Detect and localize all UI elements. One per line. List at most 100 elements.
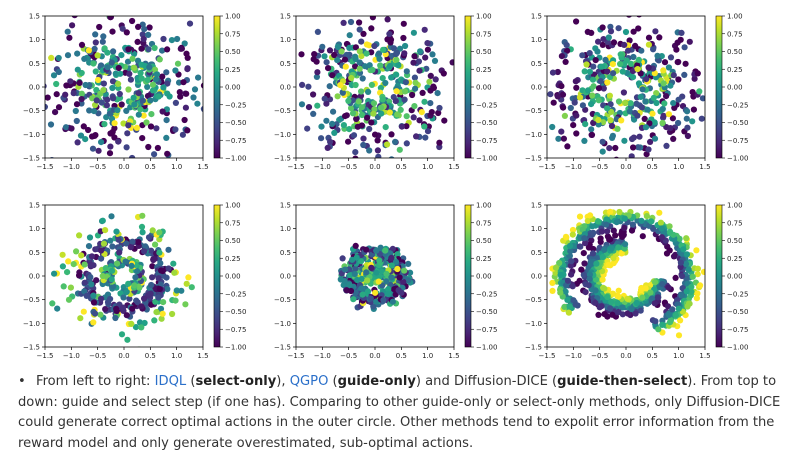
data-point (595, 311, 602, 318)
data-point (607, 305, 614, 312)
y-tick-label: −1.5 (525, 155, 542, 163)
data-point (72, 107, 79, 115)
data-point (318, 135, 325, 142)
data-point (630, 28, 637, 35)
data-point (113, 305, 120, 312)
data-point (153, 75, 160, 83)
data-point (100, 33, 107, 40)
data-point (181, 40, 188, 47)
data-point (85, 243, 93, 250)
data-point (140, 35, 147, 43)
data-point (387, 39, 394, 46)
data-point (436, 143, 443, 151)
data-point (145, 234, 153, 241)
data-point (130, 94, 137, 101)
data-point (608, 108, 615, 115)
data-point (630, 53, 637, 61)
data-point (358, 53, 365, 60)
qgpo-link[interactable]: QGPO (289, 374, 329, 389)
colorbar-tick-label: −0.75 (225, 137, 246, 145)
data-point (200, 82, 203, 89)
data-point (81, 279, 88, 286)
x-tick-label: −1.5 (288, 163, 305, 171)
data-point (341, 56, 349, 63)
data-point (410, 165, 416, 171)
data-point (324, 144, 331, 151)
data-point (684, 303, 691, 310)
data-point (628, 60, 635, 67)
data-point (597, 238, 604, 245)
data-point (380, 46, 387, 53)
data-point (149, 81, 157, 88)
data-point (653, 99, 660, 107)
x-tick-label: 1.0 (171, 352, 182, 360)
data-point (118, 331, 126, 338)
data-point (327, 138, 334, 145)
data-point (678, 272, 686, 280)
data-point (81, 261, 88, 268)
data-point (164, 286, 171, 293)
colorbar-tick-label: 0.50 (727, 48, 743, 56)
data-point (684, 132, 691, 140)
data-point (101, 121, 108, 128)
data-point (77, 315, 84, 322)
data-point (566, 303, 573, 310)
data-point (588, 101, 595, 108)
data-point (379, 75, 386, 82)
scatter-panel-bottom-left: −1.5 −1.0 −0.5 0.0 0.5 1.0 1.5−1.5−1.0−0.50.00… (23, 202, 246, 361)
data-point (599, 148, 606, 155)
data-point (671, 104, 678, 111)
data-point (576, 213, 584, 220)
data-point (352, 265, 359, 272)
data-point (163, 69, 170, 76)
data-point (620, 89, 627, 96)
data-point (616, 208, 623, 216)
y-tick-label: 1.5 (531, 202, 542, 210)
data-point (174, 35, 181, 43)
data-point (386, 109, 393, 116)
data-point (125, 46, 132, 53)
data-point (360, 30, 367, 37)
data-point (118, 52, 125, 59)
data-point (334, 43, 341, 51)
x-tick-label: 0.5 (145, 163, 156, 171)
data-point (92, 68, 99, 75)
idql-link[interactable]: IDQL (154, 374, 187, 389)
data-point (584, 87, 592, 94)
data-point (90, 60, 97, 67)
data-point (347, 271, 354, 279)
data-point (91, 45, 98, 53)
y-tick-label: −0.5 (525, 107, 542, 115)
data-point (383, 270, 390, 278)
data-point (329, 72, 336, 79)
data-point (135, 111, 142, 118)
data-point (364, 277, 371, 284)
colorbar-tick-label: 0.50 (225, 48, 241, 56)
data-point (366, 125, 373, 133)
data-point (355, 98, 362, 105)
data-point (163, 134, 170, 141)
data-point (621, 60, 628, 67)
data-point (64, 28, 71, 35)
data-point (628, 306, 635, 313)
data-point (661, 59, 669, 66)
data-point (635, 56, 642, 64)
colorbar-tick-label: 0.25 (727, 255, 743, 263)
data-point (696, 88, 703, 95)
data-point (148, 281, 155, 289)
data-point (80, 123, 87, 130)
data-point (564, 296, 571, 303)
data-point (677, 36, 684, 43)
data-point (184, 66, 191, 73)
data-point (618, 250, 625, 257)
data-point (147, 123, 155, 130)
data-point (410, 114, 417, 121)
data-point (612, 144, 619, 152)
data-point (95, 147, 102, 154)
data-point (652, 279, 659, 286)
data-point (172, 297, 179, 304)
data-point (401, 96, 408, 103)
data-point (348, 74, 355, 82)
data-point (125, 86, 132, 93)
data-point (613, 156, 619, 158)
